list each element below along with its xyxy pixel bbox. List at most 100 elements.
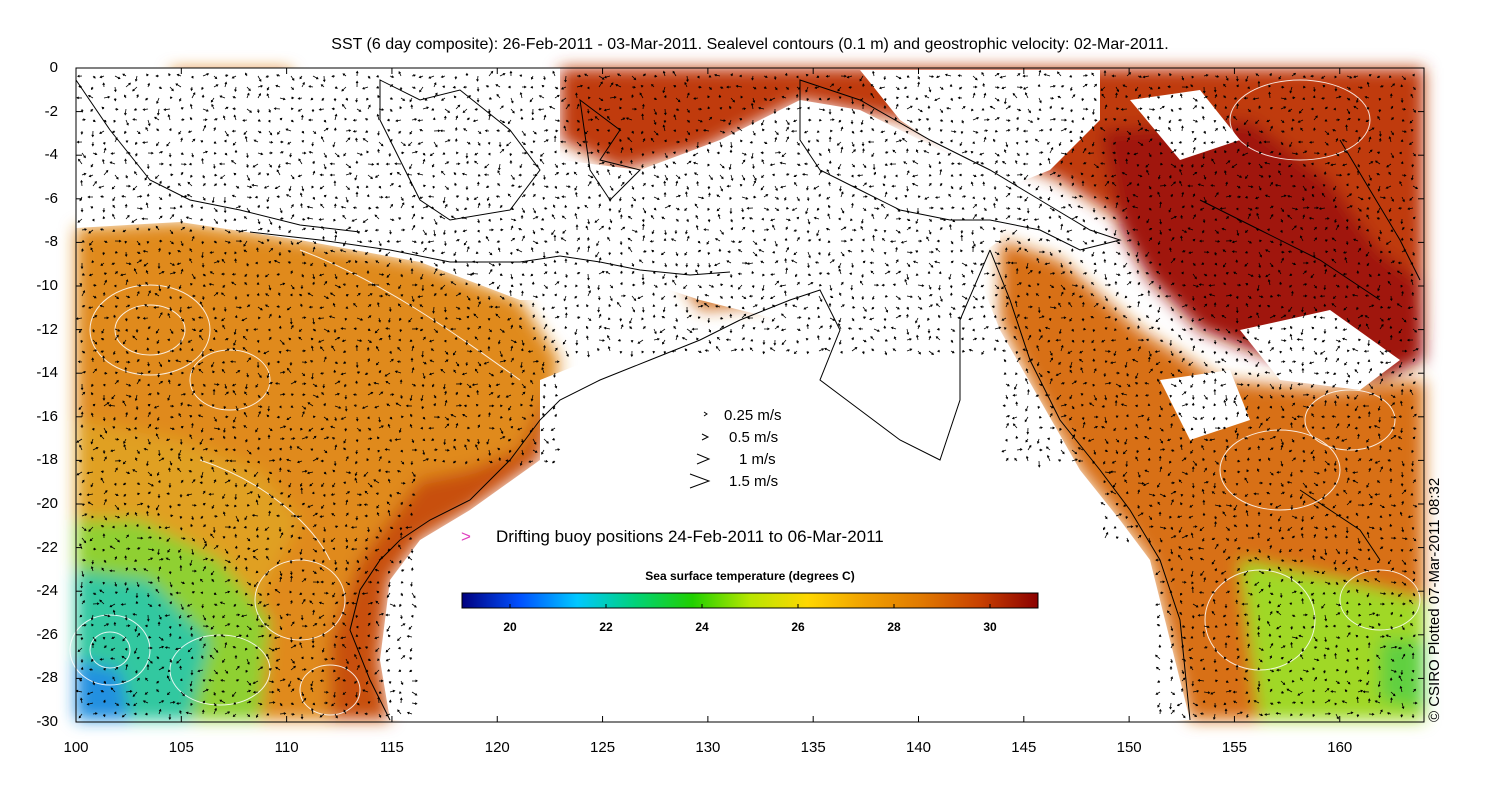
- velocity-arrow: [957, 96, 963, 100]
- velocity-arrow: [1346, 349, 1350, 353]
- velocity-arrow: [411, 295, 415, 303]
- velocity-arrow: [410, 614, 414, 618]
- velocity-arrow: [466, 160, 469, 165]
- velocity-arrow: [999, 75, 1007, 79]
- velocity-arrow: [883, 174, 887, 179]
- velocity-arrow: [175, 591, 182, 595]
- velocity-arrow: [485, 185, 490, 188]
- velocity-arrow: [532, 372, 536, 375]
- velocity-arrow: [653, 207, 657, 211]
- velocity-arrow: [333, 460, 337, 467]
- velocity-arrow: [949, 284, 953, 289]
- velocity-arrow: [521, 194, 526, 198]
- velocity-arrow: [1049, 146, 1054, 154]
- velocity-arrow: [169, 372, 173, 375]
- velocity-arrow: [1303, 261, 1309, 265]
- velocity-arrow: [554, 185, 558, 189]
- velocity-arrow: [224, 218, 227, 223]
- velocity-arrow: [421, 383, 425, 388]
- velocity-arrow: [719, 141, 723, 148]
- velocity-arrow: [246, 304, 251, 308]
- velocity-arrow: [488, 305, 494, 309]
- velocity-arrow: [609, 262, 613, 267]
- velocity-arrow: [103, 645, 107, 649]
- velocity-arrow: [871, 152, 875, 158]
- velocity-arrow: [134, 647, 138, 655]
- velocity-arrow: [1122, 84, 1128, 88]
- velocity-arrow: [1137, 338, 1145, 342]
- velocity-arrow: [1126, 414, 1129, 418]
- velocity-arrow: [1345, 535, 1349, 539]
- velocity-arrow: [1401, 460, 1405, 467]
- velocity-arrow: [465, 72, 469, 77]
- velocity-arrow: [664, 139, 667, 143]
- velocity-arrow: [420, 260, 424, 264]
- velocity-arrow: [1257, 603, 1260, 608]
- velocity-arrow: [1399, 181, 1403, 187]
- velocity-arrow: [630, 339, 634, 343]
- velocity-arrow: [1269, 205, 1274, 209]
- velocity-arrow: [741, 306, 745, 310]
- velocity-arrow: [333, 502, 336, 506]
- velocity-arrow: [463, 240, 468, 246]
- velocity-arrow: [145, 97, 149, 101]
- velocity-arrow: [334, 525, 339, 528]
- velocity-arrow: [950, 174, 954, 177]
- velocity-arrow: [224, 479, 231, 484]
- velocity-arrow: [108, 404, 116, 407]
- velocity-arrow: [1324, 513, 1329, 517]
- velocity-arrow: [103, 279, 107, 286]
- velocity-arrow: [279, 339, 285, 345]
- velocity-arrow: [1170, 414, 1176, 418]
- velocity-arrow: [180, 162, 187, 166]
- velocity-arrow: [1177, 118, 1183, 122]
- velocity-arrow: [741, 196, 749, 200]
- velocity-arrow: [681, 337, 688, 341]
- velocity-arrow: [883, 317, 887, 322]
- velocity-arrow: [1159, 466, 1163, 473]
- velocity-arrow: [1016, 282, 1022, 286]
- velocity-arrow: [191, 138, 196, 143]
- velocity-arrow: [630, 159, 633, 165]
- velocity-arrow: [1390, 504, 1397, 507]
- velocity-arrow: [147, 361, 150, 367]
- velocity-arrow: [1137, 174, 1143, 178]
- velocity-arrow: [1158, 511, 1162, 517]
- velocity-arrow: [1351, 293, 1359, 297]
- velocity-arrow: [290, 204, 294, 209]
- velocity-arrow: [113, 119, 116, 123]
- velocity-arrow: [488, 152, 491, 156]
- velocity-arrow: [1179, 315, 1183, 319]
- velocity-arrow: [564, 258, 568, 264]
- velocity-arrow: [741, 337, 746, 341]
- velocity-arrow: [256, 339, 260, 344]
- velocity-arrow: [949, 224, 952, 231]
- velocity-arrow: [298, 158, 303, 165]
- velocity-arrow: [224, 139, 227, 143]
- velocity-arrow: [1137, 512, 1144, 517]
- velocity-arrow: [1225, 416, 1228, 421]
- velocity-arrow: [1258, 174, 1264, 178]
- velocity-arrow: [1026, 292, 1029, 297]
- velocity-arrow: [1400, 400, 1403, 407]
- velocity-arrow: [1157, 251, 1161, 254]
- velocity-arrow: [433, 293, 437, 297]
- velocity-arrow: [1357, 314, 1364, 319]
- velocity-arrow: [1222, 491, 1227, 495]
- velocity-arrow: [840, 207, 845, 214]
- velocity-arrow: [1177, 294, 1183, 297]
- velocity-arrow: [892, 348, 897, 352]
- velocity-arrow: [240, 229, 248, 233]
- velocity-arrow: [554, 315, 560, 319]
- velocity-arrow: [319, 346, 325, 352]
- velocity-arrow: [1310, 162, 1315, 166]
- velocity-arrow: [499, 370, 504, 374]
- velocity-arrow: [708, 75, 712, 78]
- velocity-arrow: [1335, 152, 1340, 157]
- velocity-arrow: [80, 424, 84, 428]
- velocity-arrow: [719, 86, 724, 89]
- velocity-arrow: [543, 459, 549, 463]
- velocity-arrow: [1132, 358, 1139, 363]
- velocity-arrow: [356, 229, 360, 234]
- velocity-arrow: [488, 202, 491, 209]
